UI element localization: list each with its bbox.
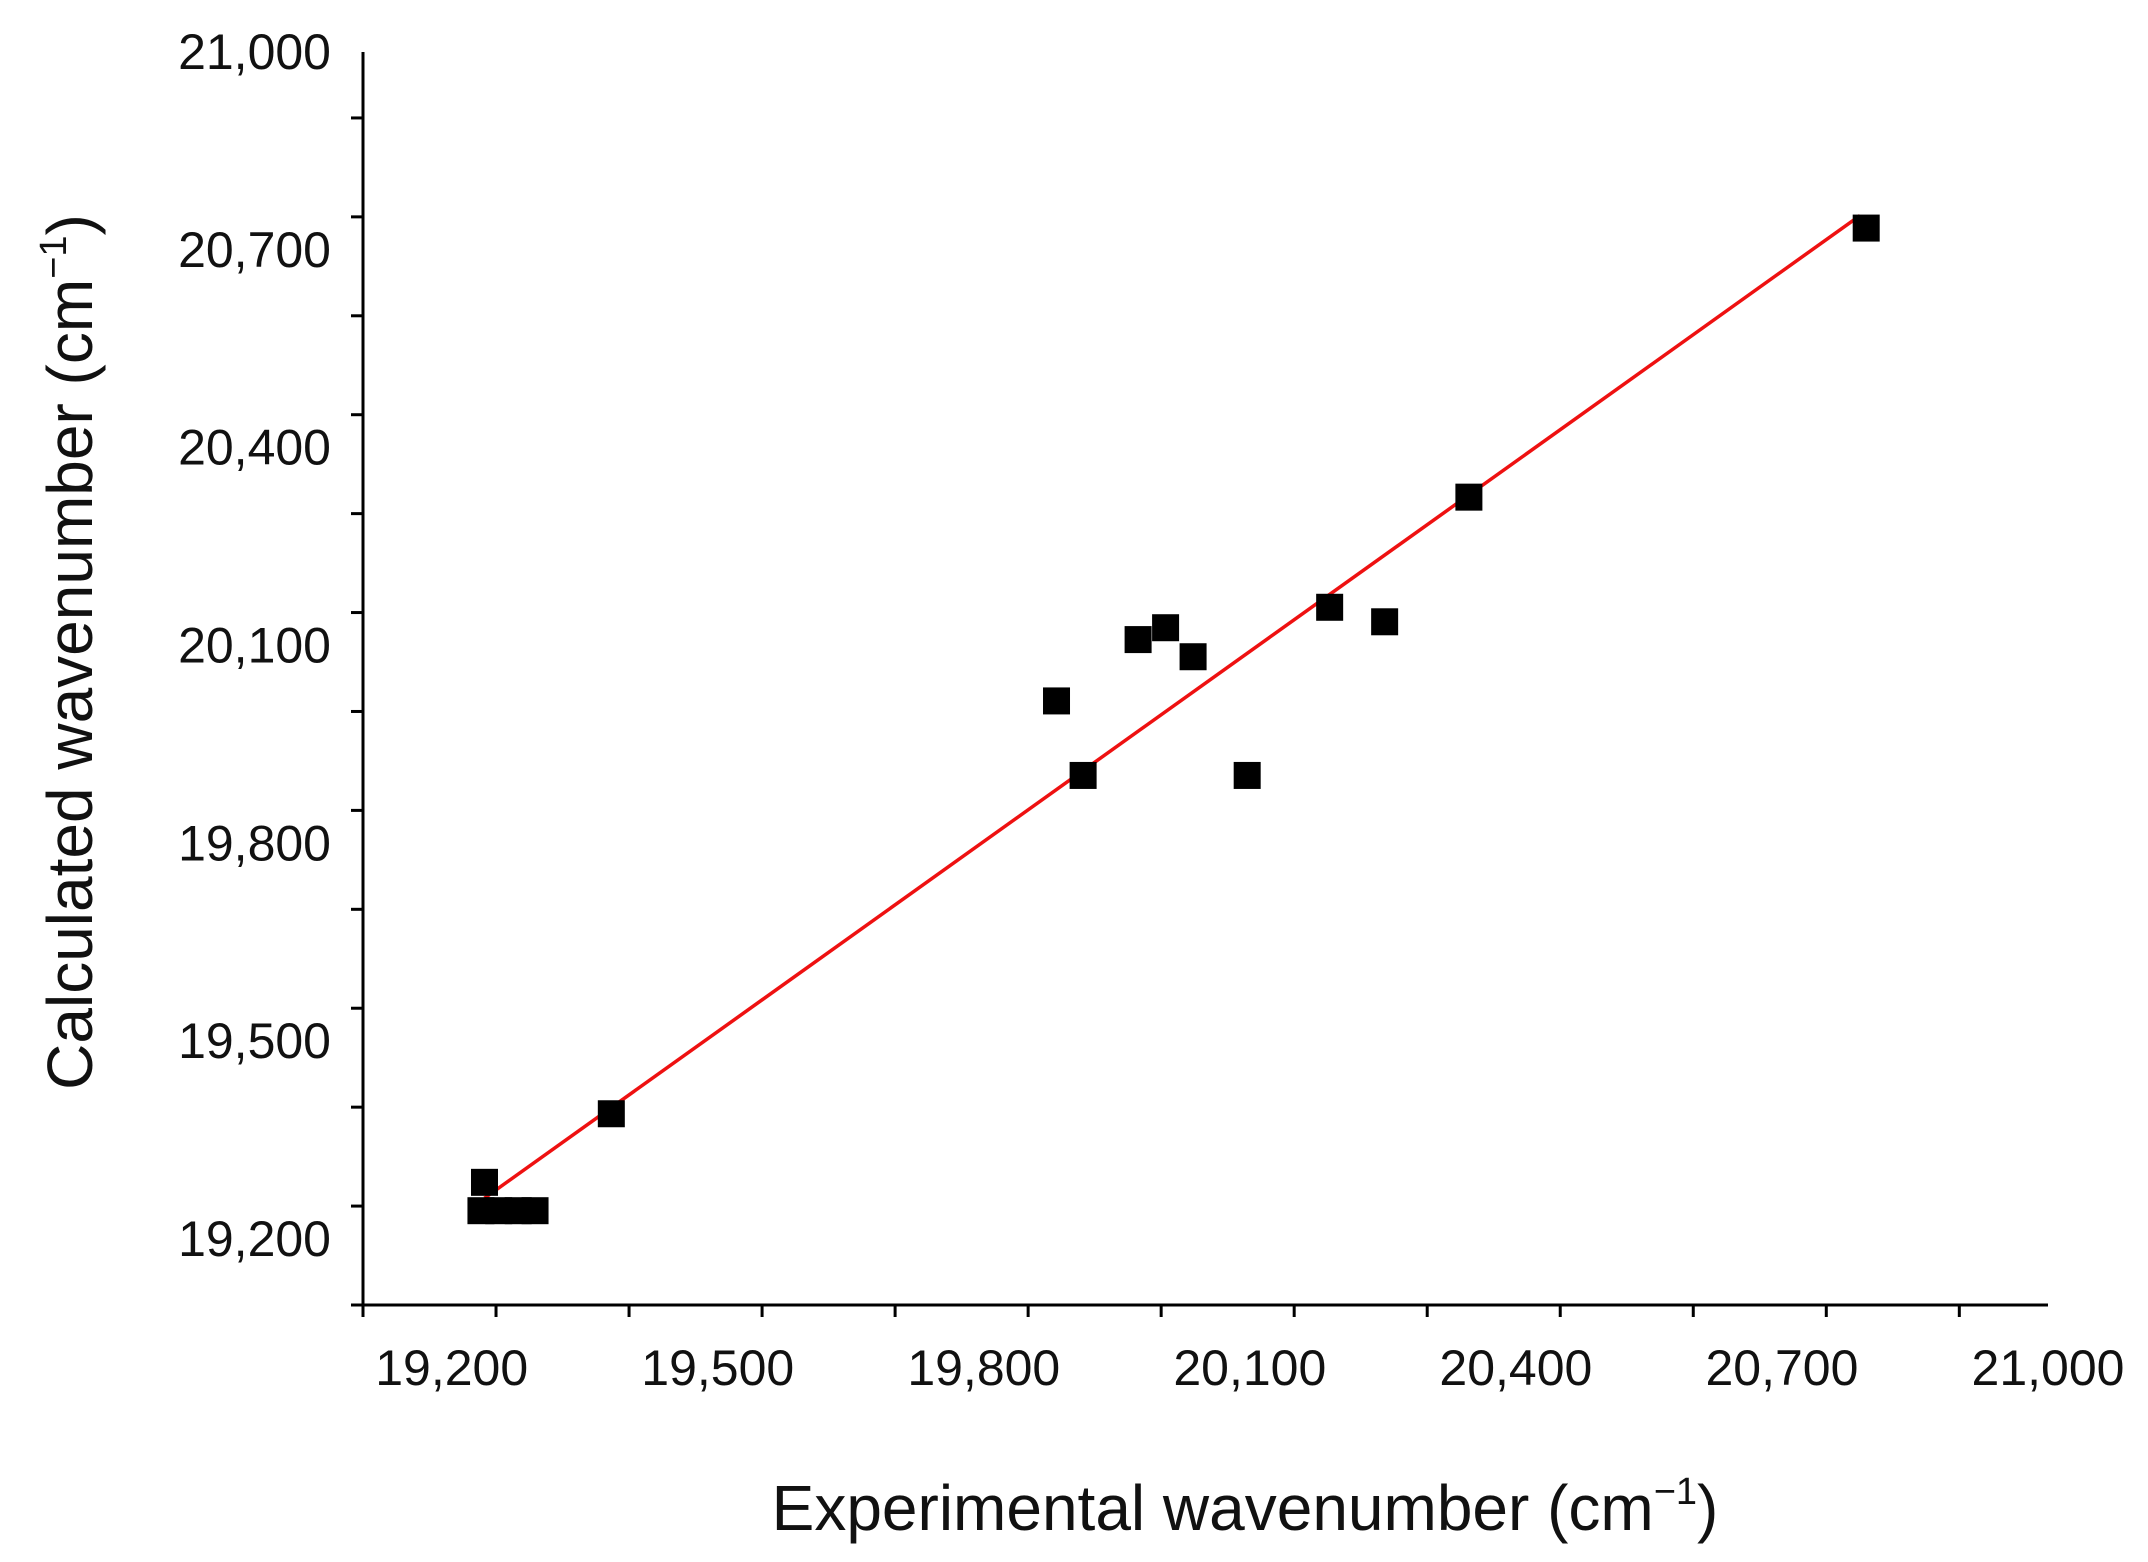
y-tick-label: 20,100: [178, 618, 331, 674]
y-tick-label: 19,800: [178, 815, 331, 871]
data-point: [470, 1168, 498, 1196]
data-point: [521, 1197, 549, 1225]
y-axis-title: Calculated wavenumber (cm−1): [33, 214, 106, 1090]
x-tick-label: 19,800: [907, 1340, 1060, 1396]
data-point: [1152, 614, 1180, 642]
x-tick-label: 19,200: [375, 1340, 528, 1396]
data-point: [1455, 483, 1483, 511]
data-point: [1069, 761, 1097, 789]
y-tick-label: 21,000: [178, 24, 331, 80]
fit-line: [483, 214, 1862, 1200]
x-tick-label: 20,400: [1439, 1340, 1592, 1396]
data-point: [1316, 593, 1344, 621]
x-tick-label: 20,100: [1173, 1340, 1326, 1396]
axes: [361, 52, 2048, 1307]
x-axis-title: Experimental wavenumber (cm−1): [772, 1471, 1719, 1544]
fit-line-group: [483, 214, 1862, 1200]
y-tick-label: 19,200: [178, 1211, 331, 1267]
data-point: [1371, 608, 1399, 636]
data-point: [1233, 761, 1261, 789]
data-point: [1043, 687, 1071, 715]
x-tick-label: 21,000: [1972, 1340, 2125, 1396]
x-axis-ticks: 19,200 19,500 19,800 20,100 20,400 20,700 21,0…: [361, 1305, 2125, 1396]
data-point: [597, 1100, 625, 1128]
y-tick-label: 19,500: [178, 1013, 331, 1069]
data-points: [467, 214, 1880, 1225]
x-tick-label: 20,700: [1705, 1340, 1858, 1396]
x-tick-label: 19,500: [641, 1340, 794, 1396]
y-tick-label: 20,700: [178, 222, 331, 278]
data-point: [1124, 626, 1152, 654]
y-axis-ticks: 19,200 19,500 19,800 20,100 20,400 20,700 21,0…: [178, 24, 363, 1307]
data-point: [1179, 643, 1207, 671]
y-tick-label: 20,400: [178, 420, 331, 476]
data-point: [1852, 214, 1880, 242]
